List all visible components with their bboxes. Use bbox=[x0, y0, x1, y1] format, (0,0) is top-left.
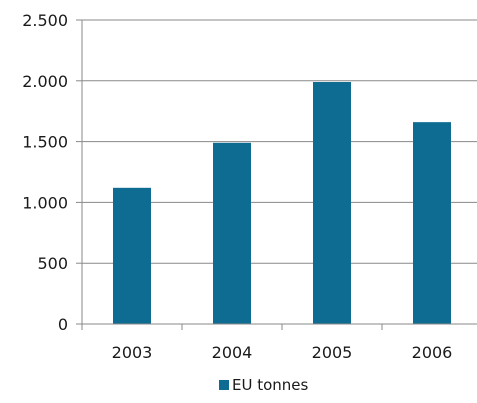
legend-label: EU tonnes bbox=[232, 376, 309, 394]
bar-2005 bbox=[313, 82, 351, 325]
bar-2003 bbox=[113, 187, 151, 324]
y-tick-label: 2.000 bbox=[22, 72, 68, 91]
y-tick-label: 2.500 bbox=[22, 11, 68, 30]
bars bbox=[113, 82, 451, 325]
y-tick-label: 1.500 bbox=[22, 133, 68, 152]
x-tick-labels: 2003 2004 2005 2006 bbox=[112, 343, 453, 362]
legend-swatch bbox=[219, 380, 229, 390]
y-tick-labels: 0 500 1.000 1.500 2.000 2.500 bbox=[22, 11, 68, 334]
y-tick-label: 0 bbox=[58, 315, 68, 334]
y-tick-label: 1.000 bbox=[22, 193, 68, 212]
bar-2006 bbox=[413, 122, 451, 324]
axes bbox=[76, 19, 477, 330]
x-tick-label: 2004 bbox=[212, 343, 253, 362]
x-tick-label: 2006 bbox=[412, 343, 453, 362]
x-tick-label: 2003 bbox=[112, 343, 153, 362]
bar-2004 bbox=[213, 142, 251, 324]
legend: EU tonnes bbox=[219, 376, 309, 394]
y-tick-label: 500 bbox=[37, 254, 68, 273]
x-tick-label: 2005 bbox=[312, 343, 353, 362]
